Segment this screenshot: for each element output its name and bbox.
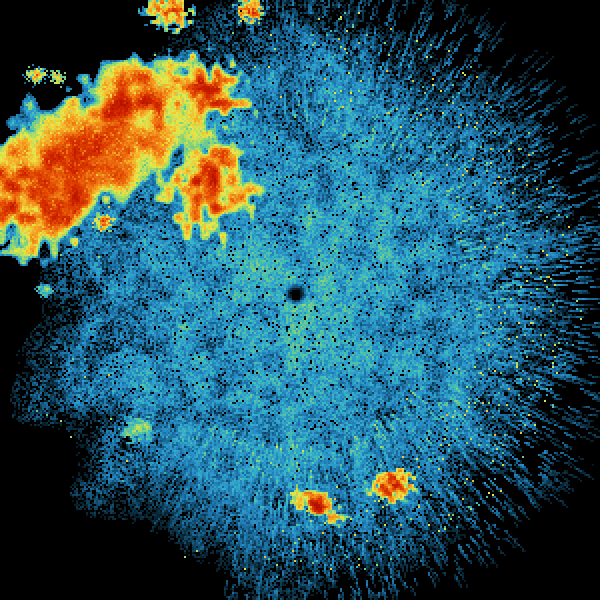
radar-reflectivity-canvas (0, 0, 600, 600)
radar-image-viewport (0, 0, 600, 600)
